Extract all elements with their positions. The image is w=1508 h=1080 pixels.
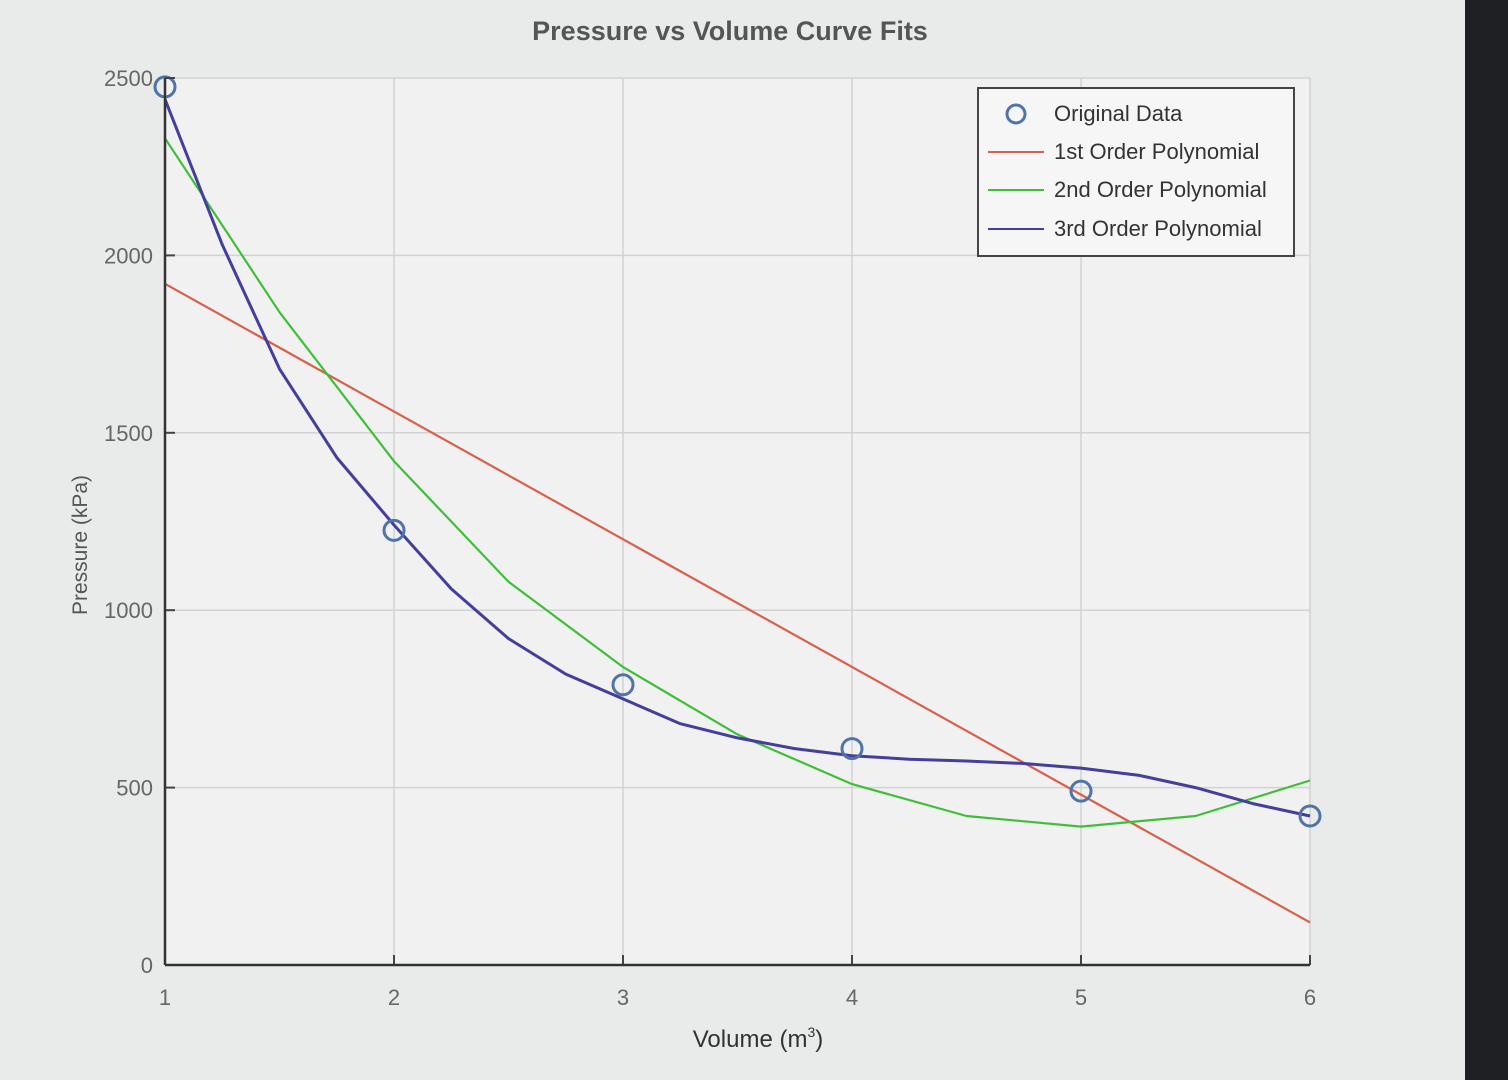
y-axis-label: Pressure (kPa) (69, 475, 92, 615)
axes (163, 77, 1311, 967)
x-axis-label: Volume (m3) (693, 1024, 824, 1053)
data-points (153, 75, 1322, 828)
x-tick-label: 1 (159, 985, 171, 1010)
data-point (611, 673, 635, 697)
y-tick-label: 2500 (104, 66, 153, 91)
series-layer (163, 98, 1311, 924)
x-ticks: 1 2 3 4 5 6 (159, 985, 1316, 1010)
x-tick-label: 6 (1304, 985, 1316, 1010)
series-line-3rd-order (163, 98, 1311, 818)
x-tick-label: 2 (388, 985, 400, 1010)
y-tick-label: 2000 (104, 243, 153, 268)
y-tick-label: 0 (141, 953, 153, 978)
series-line-2nd-order (164, 137, 1311, 828)
x-axis-label-close: ) (815, 1026, 823, 1053)
data-point (382, 518, 406, 542)
data-point (840, 737, 864, 761)
y-tick-label: 1000 (104, 598, 153, 623)
legend-label-3rd-order: 3rd Order Polynomial (1054, 216, 1262, 241)
x-tick-label: 5 (1075, 985, 1087, 1010)
x-tick-label: 3 (617, 985, 629, 1010)
x-axis-label-text: Volume (m (693, 1026, 808, 1053)
x-tick-label: 4 (846, 985, 858, 1010)
data-point (1069, 779, 1093, 803)
y-tick-label: 500 (116, 776, 153, 801)
y-ticks: 0 500 1000 1500 2000 2500 (104, 66, 153, 978)
legend: Original Data 1st Order Polynomial 2nd O… (977, 87, 1295, 257)
y-tick-label: 1500 (104, 421, 153, 446)
x-axis-label-superscript: 3 (807, 1024, 815, 1040)
chart-title: Pressure vs Volume Curve Fits (532, 16, 928, 46)
legend-marker-original-data (1005, 103, 1027, 125)
series-line-1st-order (164, 282, 1311, 924)
legend-label-1st-order: 1st Order Polynomial (1054, 139, 1259, 164)
legend-label-2nd-order: 2nd Order Polynomial (1054, 177, 1267, 202)
data-point (1298, 804, 1322, 828)
legend-label-original-data: Original Data (1054, 101, 1183, 126)
monitor-bezel (1465, 0, 1508, 1080)
